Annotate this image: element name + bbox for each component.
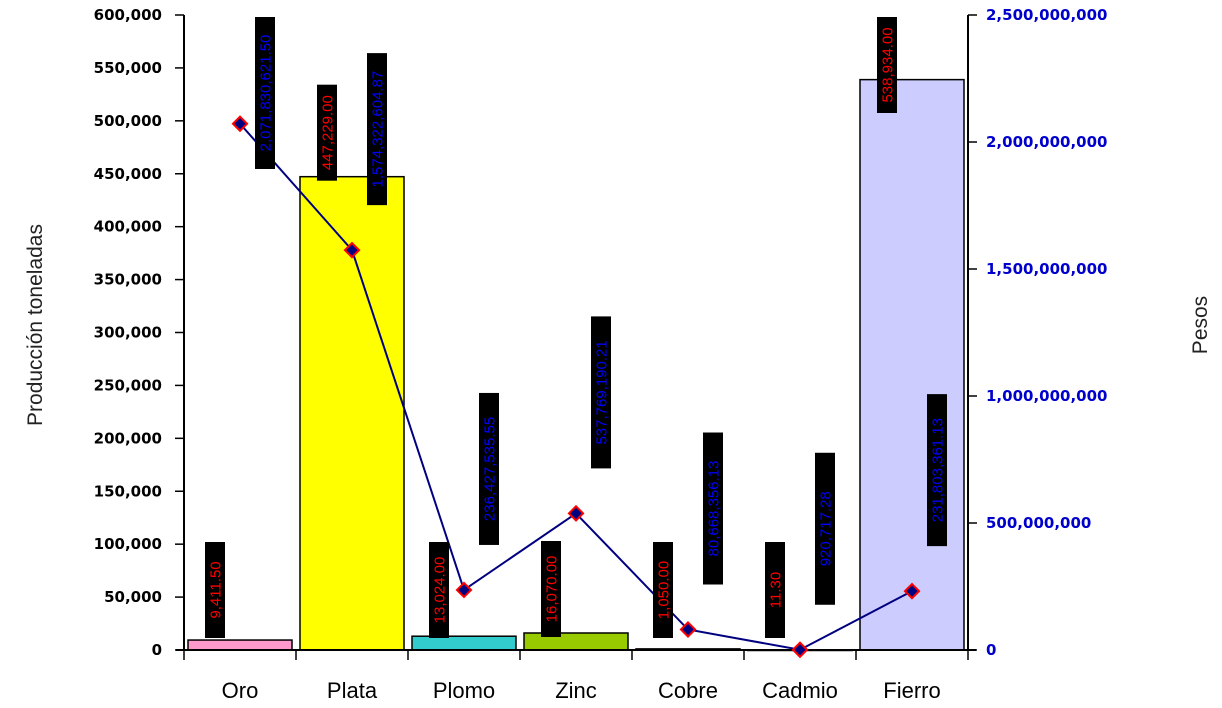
- x-tick-label: Cobre: [658, 678, 718, 703]
- bar: [859, 78, 965, 651]
- data-label-box: [205, 542, 225, 638]
- x-tick-label: Oro: [222, 678, 259, 703]
- line-point: [679, 621, 697, 638]
- axes: 0 50,000 100,000 150,000 200,000 250,000 300,0…: [94, 6, 1108, 703]
- data-label: 11.30: [765, 542, 785, 638]
- data-label-layer: 9,411.50 447,229.00 13,024.00 16,070.00 1,05…: [205, 17, 947, 638]
- data-label-box: [255, 17, 275, 169]
- data-label: 1,050.00: [653, 542, 673, 638]
- data-label-text: 231,803,361.13: [930, 418, 947, 522]
- x-tick-label: Plomo: [433, 678, 495, 703]
- data-label-box: [815, 452, 835, 605]
- data-label-box: [927, 394, 947, 547]
- x-tick-label: Cadmio: [762, 678, 838, 703]
- y-tick-label: 0: [152, 641, 162, 659]
- y2-tick-label: 2,500,000,000: [986, 6, 1107, 24]
- data-label-box: [367, 53, 387, 206]
- y-tick-label: 600,000: [94, 6, 162, 24]
- line-layer: [231, 115, 921, 659]
- data-label: 920,717.28: [815, 452, 835, 605]
- data-label-text: 236,427,535.55: [482, 417, 499, 521]
- bar: [411, 635, 517, 651]
- line-point: [231, 115, 249, 133]
- data-label: 231,803,361.13: [927, 394, 947, 547]
- data-label-text: 447,229.00: [320, 95, 337, 170]
- data-label: 16,070.00: [541, 540, 561, 637]
- data-label-text: 2,071,830,621.50: [258, 35, 275, 152]
- data-label-text: 1,050.00: [656, 561, 673, 619]
- data-label: 236,427,535.55: [479, 392, 499, 545]
- data-label-text: 80,668,356.13: [706, 461, 723, 557]
- data-label-box: [429, 542, 449, 638]
- x-tick-label: Plata: [327, 678, 378, 703]
- y-tick-label: 400,000: [94, 218, 162, 236]
- x-tick-label: Zinc: [555, 678, 597, 703]
- y2-tick-label: 2,000,000,000: [986, 133, 1107, 151]
- x-tick-label: Fierro: [883, 678, 940, 703]
- data-label: 537,769,190.21: [591, 316, 611, 469]
- data-label: 9,411.50: [205, 542, 225, 638]
- data-label-box: [317, 84, 337, 181]
- data-label-box: [703, 432, 723, 585]
- data-label-text: 920,717.28: [818, 491, 835, 566]
- data-label: 1,574,322,604.87: [367, 53, 387, 206]
- line-point: [455, 581, 473, 599]
- data-label: 80,668,356.13: [703, 432, 723, 585]
- line-point: [791, 641, 809, 659]
- y-tick-label: 100,000: [94, 535, 162, 553]
- y-axis-title: Producción toneladas: [24, 224, 47, 426]
- data-label: 2,071,830,621.50: [255, 17, 275, 169]
- bar-layer: [187, 78, 965, 652]
- y-tick-label: 300,000: [94, 324, 162, 342]
- y-tick-label: 50,000: [104, 588, 162, 606]
- data-label-text: 537,769,190.21: [594, 340, 611, 444]
- data-label: 447,229.00: [317, 84, 337, 181]
- y-tick-label: 350,000: [94, 271, 162, 289]
- y2-tick-label: 1,000,000,000: [986, 387, 1107, 405]
- y-tick-label: 200,000: [94, 429, 162, 447]
- line-point: [567, 504, 585, 522]
- data-label-box: [541, 540, 561, 637]
- y-tick-label: 450,000: [94, 165, 162, 183]
- data-label-box: [479, 392, 499, 545]
- y2-tick-label: 1,500,000,000: [986, 260, 1107, 278]
- y2-tick-label: 0: [986, 641, 996, 659]
- y-tick-label: 150,000: [94, 482, 162, 500]
- data-label-box: [877, 17, 897, 113]
- data-label-text: 9,411.50: [208, 561, 225, 618]
- data-label-text: 13,024.00: [432, 557, 449, 624]
- y-tick-label: 550,000: [94, 59, 162, 77]
- y-tick-label: 500,000: [94, 112, 162, 130]
- data-label: 538,934.00: [877, 17, 897, 113]
- line-point: [343, 241, 361, 259]
- bar: [523, 632, 629, 651]
- data-label-box: [653, 542, 673, 638]
- data-label-text: 1,574,322,604.87: [370, 71, 387, 188]
- line-point: [903, 582, 921, 600]
- data-label-box: [591, 316, 611, 469]
- data-label: 13,024.00: [429, 542, 449, 638]
- data-label-box: [765, 542, 785, 638]
- y-tick-label: 250,000: [94, 376, 162, 394]
- data-label-text: 16,070.00: [544, 556, 561, 623]
- data-label-text: 538,934.00: [880, 27, 897, 102]
- bar: [187, 639, 293, 651]
- data-label-text: 11.30: [768, 572, 785, 608]
- y2-tick-label: 500,000,000: [986, 514, 1091, 532]
- y2-axis-title: Pesos: [1189, 296, 1212, 354]
